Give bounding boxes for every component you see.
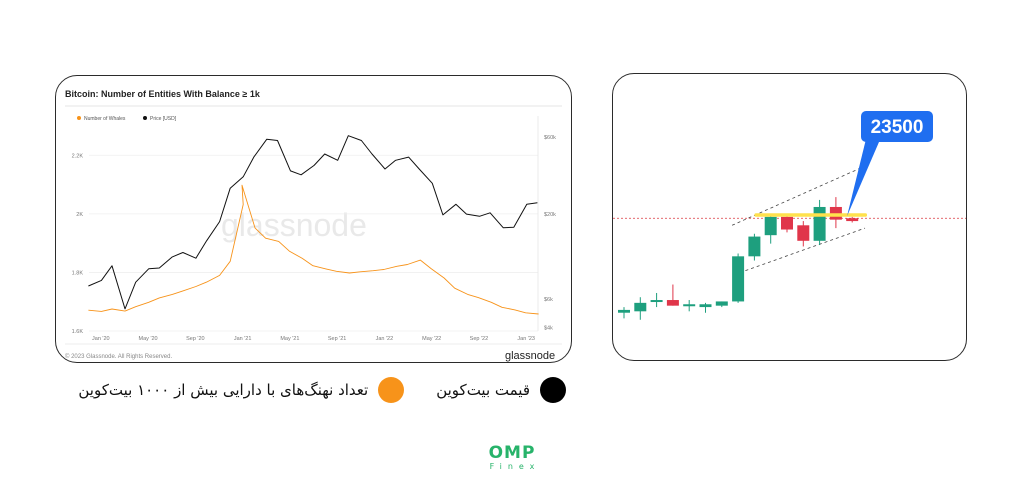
- channel-lower-line: [733, 227, 866, 276]
- whales-chart-card: Bitcoin: Number of Entities With Balance…: [55, 75, 572, 363]
- candle-bearish: [797, 225, 810, 241]
- level-highlight: [754, 213, 867, 217]
- price-callout: 23500: [847, 111, 933, 217]
- chart-legend: Number of Whales Price [USD]: [77, 116, 177, 122]
- price-callout-label: 23500: [871, 117, 924, 138]
- x-tick-label: Jan '22: [376, 336, 394, 342]
- x-tick-label: Sep '22: [470, 336, 488, 342]
- candle-bullish: [764, 216, 777, 236]
- candle-bearish: [846, 218, 859, 222]
- price-callout-box: [861, 111, 933, 142]
- glassnode-watermark: glassnode: [221, 207, 367, 243]
- candle-bullish: [650, 300, 663, 303]
- candlestick-chart: 23500: [613, 111, 966, 320]
- candle-bullish: [715, 301, 728, 306]
- logo-sub-text: Finex: [489, 462, 541, 471]
- x-tick-label: May '21: [280, 336, 299, 342]
- glassnode-footer-logo: glassnode: [505, 350, 555, 362]
- legend-swatch-price: [143, 116, 147, 120]
- whales-legend-label: تعداد نهنگ‌های با دارایی بیش از ۱۰۰۰ بیت…: [78, 381, 369, 399]
- channel-upper-line: [731, 165, 866, 226]
- legend-label-price: Price [USD]: [150, 116, 177, 122]
- left-tick-label: 2.2K: [72, 153, 84, 159]
- x-tick-label: May '20: [139, 336, 158, 342]
- right-tick-label: $20k: [544, 212, 556, 218]
- whales-legend-dot: [378, 377, 405, 403]
- price-callout-tail: [847, 135, 879, 217]
- candle-bearish: [781, 216, 793, 230]
- x-tick-label: May '22: [422, 336, 441, 342]
- logo-main-text: OMP: [488, 443, 536, 463]
- whales-series-line: [88, 184, 539, 315]
- right-tick-label: $60k: [544, 135, 556, 141]
- right-tick-label: $4k: [544, 325, 553, 331]
- omp-finex-logo: OMP Finex: [480, 444, 544, 472]
- candle-bullish: [732, 256, 745, 302]
- x-tick-label: Sep '21: [328, 336, 346, 342]
- price-series-line: [88, 135, 538, 310]
- left-tick-label: 2K: [76, 212, 83, 218]
- price-legend-label: قیمت بیت‌کوین: [436, 381, 530, 399]
- x-tick-label: Sep '20: [186, 336, 204, 342]
- legend-swatch-whales: [77, 116, 81, 120]
- candle-bullish: [683, 304, 696, 307]
- candle-bullish: [618, 309, 630, 313]
- candle-bullish: [634, 302, 647, 312]
- price-legend-dot: [540, 377, 566, 403]
- left-tick-label: 1.8K: [72, 270, 84, 276]
- x-tick-label: Jan '21: [234, 336, 252, 342]
- whales-price-chart: Bitcoin: Number of Entities With Balance…: [65, 89, 562, 362]
- persian-legend: قیمت بیت‌کوین تعداد نهنگ‌های با دارایی ب…: [56, 373, 566, 407]
- x-tick-label: Jan '23: [517, 336, 535, 342]
- left-tick-label: 1.6K: [72, 329, 84, 335]
- chart-title: Bitcoin: Number of Entities With Balance…: [65, 89, 261, 99]
- right-tick-label: $6k: [544, 297, 553, 303]
- candlestick-chart-card: 23500: [612, 73, 967, 361]
- copyright-footer: © 2023 Glassnode. All Rights Reserved.: [65, 353, 172, 360]
- candle-bullish: [748, 236, 761, 257]
- x-tick-label: Jan '20: [92, 336, 110, 342]
- candle-bullish: [813, 206, 826, 241]
- legend-label-whales: Number of Whales: [84, 116, 126, 122]
- candle-bullish: [699, 304, 712, 308]
- candle-bearish: [666, 300, 679, 306]
